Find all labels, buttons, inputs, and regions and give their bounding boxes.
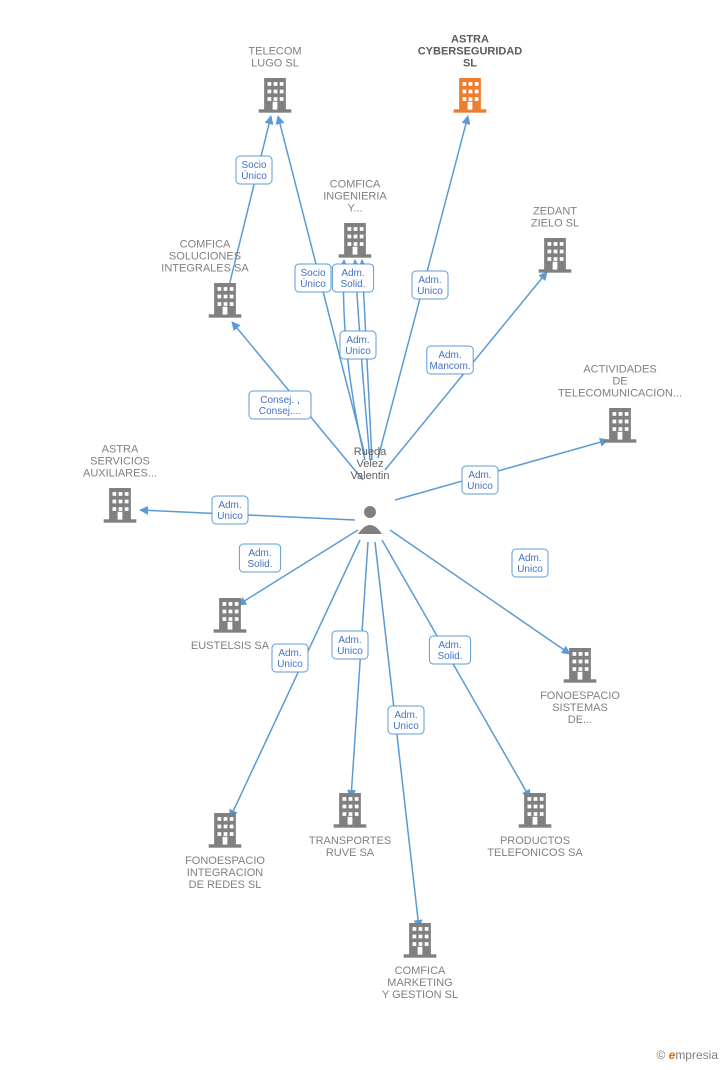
building-icon bbox=[454, 78, 487, 113]
company-label: PRODUCTOSTELEFONICOS SA bbox=[487, 835, 583, 859]
company-label: FONOESPACIOINTEGRACIONDE REDES SL bbox=[185, 855, 265, 891]
building-icon bbox=[519, 793, 552, 828]
edge-arrow bbox=[382, 540, 530, 798]
edge-arrow bbox=[395, 440, 608, 500]
company-label: TELECOMLUGO SL bbox=[248, 46, 301, 70]
building-icon bbox=[604, 408, 637, 443]
edge-label: SocioÚnico bbox=[300, 268, 326, 290]
building-icon bbox=[104, 488, 137, 523]
building-icon bbox=[334, 793, 367, 828]
company-label: TRANSPORTESRUVE SA bbox=[309, 835, 391, 859]
edge-label: Adm.Unico bbox=[393, 710, 419, 732]
building-icon bbox=[209, 813, 242, 848]
copyright-symbol: © bbox=[656, 1048, 665, 1062]
edge-arrow bbox=[230, 540, 360, 818]
edge-label: Adm.Solid. bbox=[437, 640, 462, 662]
building-icon bbox=[539, 238, 572, 273]
company-label: ASTRASERVICIOSAUXILIARES... bbox=[83, 444, 157, 480]
company-label: ASTRACYBERSEGURIDADSL bbox=[418, 34, 523, 70]
company-label: COMFICAINGENIERIAY... bbox=[323, 179, 387, 215]
edge-label: Adm.Solid. bbox=[340, 268, 365, 290]
company-label: ACTIVIDADESDETELECOMUNICACION... bbox=[558, 364, 682, 400]
edge-arrow bbox=[375, 542, 419, 928]
edge-label: Adm.Unico bbox=[217, 500, 243, 522]
edge-label: Adm.Unico bbox=[277, 648, 303, 670]
edge-label: Adm.Solid. bbox=[247, 548, 272, 570]
brand-logo-text: mpresia bbox=[675, 1048, 718, 1062]
network-diagram: SocioÚnico Consej. ,Consej.... SocioÚnico A… bbox=[0, 0, 728, 1070]
company-label: EUSTELSIS SA bbox=[191, 640, 270, 652]
edge-label: Adm.Unico bbox=[337, 635, 363, 657]
building-icon bbox=[209, 283, 242, 318]
company-label: FONOESPACIOSISTEMASDE... bbox=[540, 690, 620, 726]
company-label: COMFICASOLUCIONESINTEGRALES SA bbox=[161, 239, 249, 275]
building-icon bbox=[339, 223, 372, 258]
building-icon bbox=[404, 923, 437, 958]
building-icon bbox=[259, 78, 292, 113]
edge-arrow bbox=[351, 542, 368, 798]
edge-label: Adm.Unico bbox=[517, 553, 543, 575]
footer-copyright: © empresia bbox=[656, 1048, 718, 1062]
edge-label: Adm.Unico bbox=[345, 335, 371, 357]
edge-label: SocioÚnico bbox=[241, 160, 267, 182]
edge-label: Adm.Unico bbox=[467, 470, 493, 492]
edge-label: Adm.Unico bbox=[417, 275, 443, 297]
edge-label: Consej. ,Consej.... bbox=[259, 395, 301, 417]
company-label: ZEDANTZIELO SL bbox=[531, 206, 579, 230]
person-icon bbox=[358, 506, 382, 534]
center-person-label: RuedaVelezValentin bbox=[351, 446, 390, 482]
company-label: COMFICAMARKETINGY GESTION SL bbox=[382, 965, 458, 1001]
